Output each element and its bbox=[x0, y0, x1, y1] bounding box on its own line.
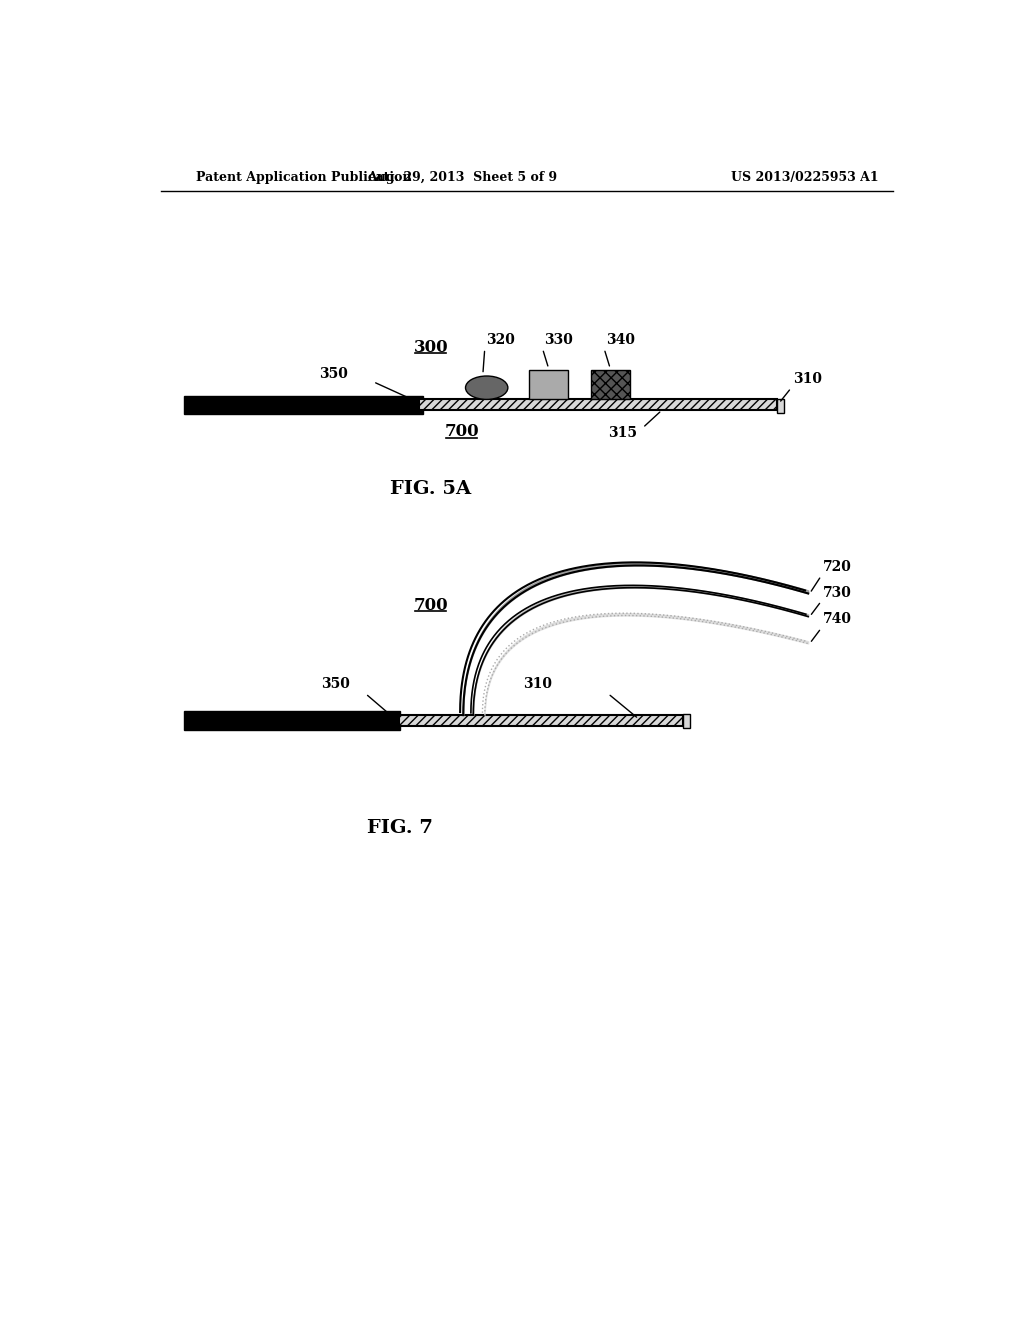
Text: 320: 320 bbox=[486, 333, 515, 347]
Bar bbox=[529, 370, 568, 400]
Text: Patent Application Publication: Patent Application Publication bbox=[196, 172, 412, 185]
Text: 300: 300 bbox=[414, 338, 449, 355]
Text: Aug. 29, 2013  Sheet 5 of 9: Aug. 29, 2013 Sheet 5 of 9 bbox=[367, 172, 557, 185]
Text: FIG. 7: FIG. 7 bbox=[368, 820, 433, 837]
Bar bbox=[419, 400, 777, 411]
Text: US 2013/0225953 A1: US 2013/0225953 A1 bbox=[731, 172, 879, 185]
Text: 315: 315 bbox=[608, 426, 637, 440]
Bar bbox=[683, 714, 689, 729]
Text: 700: 700 bbox=[444, 424, 479, 441]
Text: 350: 350 bbox=[319, 367, 348, 381]
Text: 330: 330 bbox=[544, 333, 572, 347]
Text: FIG. 5A: FIG. 5A bbox=[390, 480, 471, 499]
Bar bbox=[777, 400, 783, 412]
Bar bbox=[184, 711, 400, 730]
Bar bbox=[398, 715, 683, 726]
Bar bbox=[184, 396, 423, 414]
Ellipse shape bbox=[466, 376, 508, 400]
Text: 340: 340 bbox=[605, 333, 635, 347]
Bar bbox=[591, 370, 630, 400]
Text: 720: 720 bbox=[823, 560, 852, 574]
Text: 350: 350 bbox=[322, 677, 350, 692]
Text: 310: 310 bbox=[523, 677, 552, 692]
Text: 310: 310 bbox=[793, 372, 821, 387]
Text: 740: 740 bbox=[823, 612, 852, 627]
Text: 730: 730 bbox=[823, 586, 852, 599]
Text: 700: 700 bbox=[414, 597, 449, 614]
